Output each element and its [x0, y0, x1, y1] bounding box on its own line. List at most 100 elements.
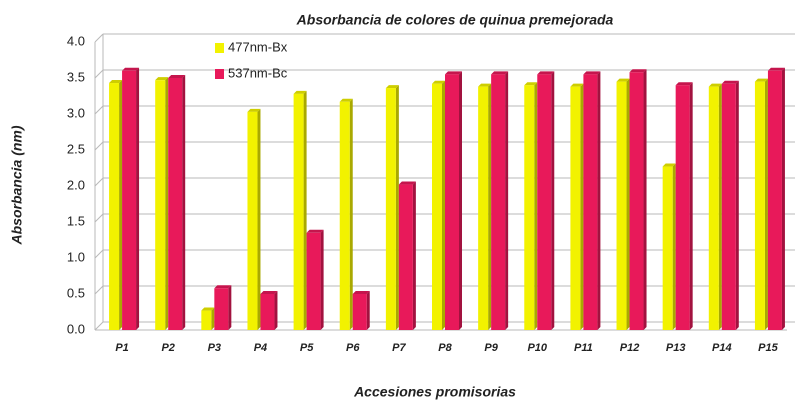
x-tick-label: P9	[484, 342, 498, 354]
bar-top	[109, 80, 123, 84]
bar	[583, 74, 598, 331]
bar-side	[597, 71, 601, 331]
x-tick-label: P8	[438, 342, 452, 354]
bar-side	[349, 98, 353, 330]
bar-side	[442, 80, 445, 330]
y-tick-label: 3.5	[67, 69, 85, 84]
bar	[260, 294, 275, 330]
bar-side	[459, 71, 462, 331]
bar-side	[320, 229, 324, 330]
legend-swatch	[215, 69, 224, 79]
bar	[168, 78, 183, 330]
bar	[478, 86, 489, 330]
bar-side	[643, 69, 647, 331]
bar-top	[122, 67, 140, 71]
bar-top	[754, 78, 768, 82]
bar-top	[708, 83, 722, 87]
x-tick-label: P12	[620, 342, 640, 354]
bar	[721, 83, 736, 330]
bar-side	[534, 82, 538, 330]
bar	[754, 81, 765, 330]
bar-top	[767, 67, 785, 71]
bar-top	[445, 71, 462, 75]
bar	[445, 74, 459, 331]
y-tick-label: 1.5	[67, 213, 85, 228]
bar	[767, 70, 782, 331]
x-tick-label: P6	[346, 342, 360, 354]
chart-title: Absorbancia de colores de quinua premejo…	[296, 12, 614, 28]
bar	[122, 70, 137, 331]
legend-swatch	[215, 43, 224, 53]
bar	[629, 72, 644, 331]
bar-top	[570, 83, 584, 87]
y-tick-label: 2.5	[67, 141, 85, 156]
x-tick-label: P10	[527, 342, 547, 354]
x-tick-label: P15	[758, 342, 778, 354]
bar-side	[182, 75, 186, 330]
bar	[214, 288, 229, 330]
bar-side	[718, 83, 722, 330]
bar-top	[155, 77, 169, 81]
bar-side	[211, 307, 215, 330]
bar-top	[616, 78, 630, 82]
bar-side	[228, 285, 232, 330]
bar	[398, 184, 413, 330]
bar-top	[432, 80, 445, 84]
grid-depth	[94, 141, 104, 151]
bar-top	[662, 163, 676, 167]
bar	[524, 85, 535, 330]
bar-side	[395, 85, 399, 330]
bar	[293, 93, 304, 330]
bar	[708, 86, 719, 330]
bar-top	[385, 85, 399, 89]
bar-top	[339, 98, 353, 102]
y-axis-label: Absorbancia (nm)	[9, 125, 25, 245]
x-tick-label: P3	[208, 342, 221, 354]
x-tick-label: P5	[300, 342, 314, 354]
bar-top	[524, 82, 538, 86]
bar	[432, 83, 442, 330]
bar-top	[398, 181, 416, 185]
bar-side	[672, 163, 676, 330]
bar-side	[764, 78, 768, 330]
bar	[616, 81, 627, 330]
bar-side	[781, 67, 785, 331]
bar-top	[629, 69, 647, 73]
bar-top	[352, 291, 370, 294]
bar-side	[626, 78, 630, 330]
bar-side	[274, 291, 278, 330]
grid-depth	[94, 285, 104, 295]
y-tick-label: 2.0	[67, 177, 85, 192]
bar-top	[491, 71, 509, 75]
y-tick-label: 0.5	[67, 285, 85, 300]
bar-side	[412, 181, 416, 330]
x-tick-label: P1	[115, 342, 128, 354]
bar-side	[488, 83, 492, 330]
bar	[537, 74, 552, 331]
bar	[352, 294, 367, 330]
grid-depth	[94, 249, 104, 259]
grid-depth	[94, 213, 104, 223]
bar-side	[366, 291, 370, 330]
bar-side	[689, 82, 693, 330]
bar-top	[201, 307, 215, 311]
x-tick-label: P7	[392, 342, 406, 354]
x-axis-label: Accesiones promisorias	[353, 384, 516, 400]
bar-side	[303, 90, 307, 330]
bar-top	[260, 291, 278, 294]
y-tick-label: 0.0	[67, 321, 85, 336]
legend-label: 477nm-Bx	[228, 39, 288, 54]
x-tick-label: P14	[712, 342, 732, 354]
y-tick-label: 3.0	[67, 105, 85, 120]
grid-depth	[94, 177, 104, 187]
bar	[675, 85, 690, 330]
grid-depth	[94, 105, 104, 115]
bar-top	[537, 71, 555, 75]
legend-label: 537nm-Bc	[228, 65, 288, 80]
bar	[201, 310, 212, 330]
bar-top	[583, 71, 601, 75]
bar-top	[214, 285, 232, 289]
bar-top	[721, 80, 739, 84]
bar-side	[165, 77, 169, 330]
